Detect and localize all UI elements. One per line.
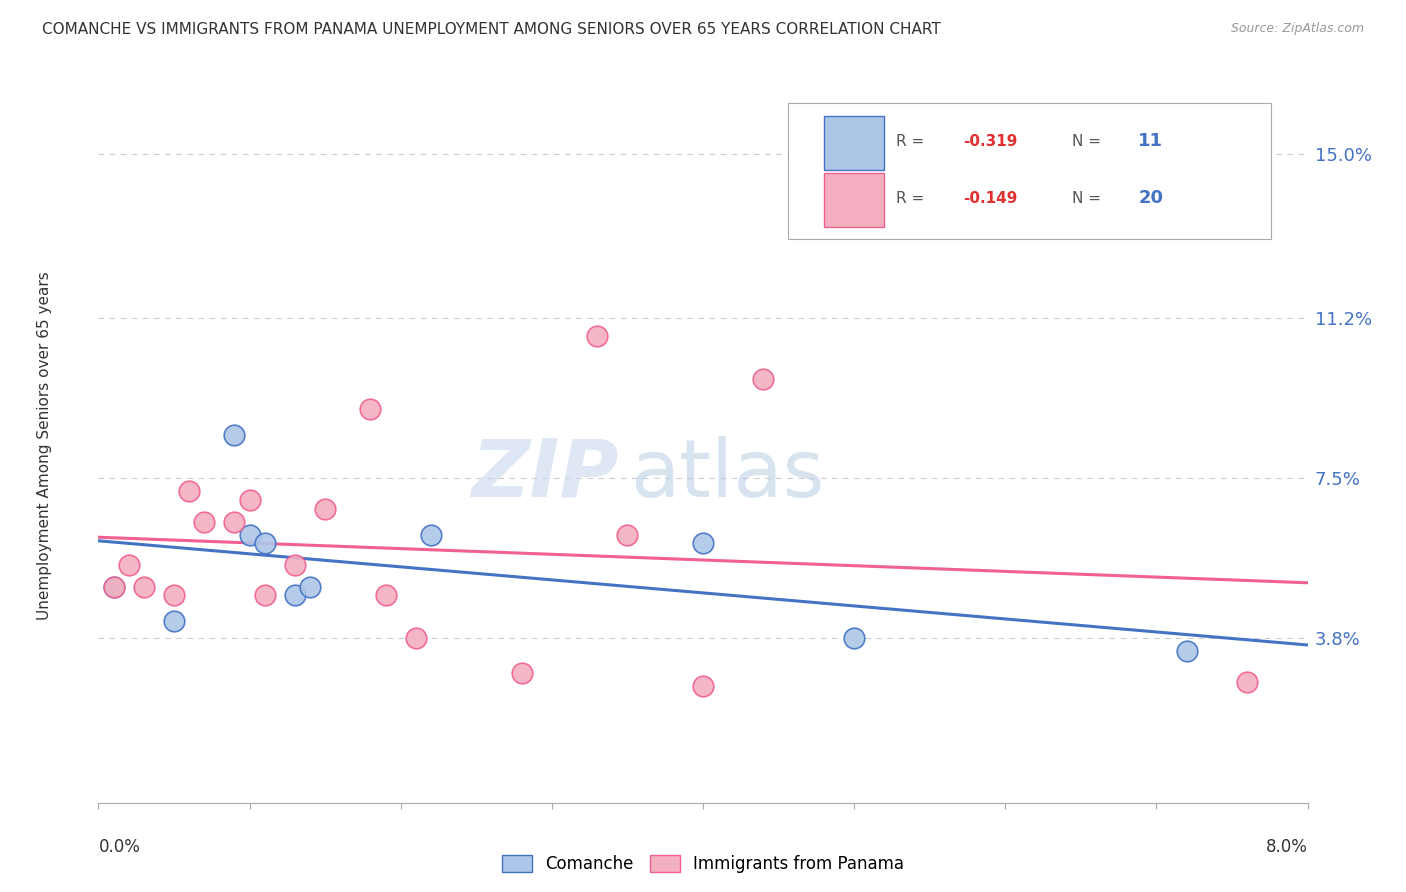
Text: -0.149: -0.149	[963, 191, 1018, 205]
Text: 0.0%: 0.0%	[98, 838, 141, 856]
Point	[163, 614, 186, 628]
Text: R =: R =	[897, 134, 929, 148]
Text: N =: N =	[1071, 191, 1105, 205]
FancyBboxPatch shape	[787, 103, 1271, 239]
Point	[224, 515, 246, 529]
Text: atlas: atlas	[630, 435, 825, 514]
Point	[405, 632, 427, 646]
Text: 8.0%: 8.0%	[1265, 838, 1308, 856]
FancyBboxPatch shape	[824, 173, 884, 227]
FancyBboxPatch shape	[824, 116, 884, 169]
Point	[420, 527, 443, 541]
Point	[103, 580, 125, 594]
Point	[374, 588, 396, 602]
Text: R =: R =	[897, 191, 929, 205]
Text: 11: 11	[1139, 132, 1163, 150]
Point	[284, 558, 307, 572]
Point	[253, 588, 276, 602]
Point	[239, 527, 262, 541]
Point	[179, 484, 201, 499]
Point	[314, 501, 336, 516]
Point	[253, 536, 276, 550]
Point	[132, 580, 155, 594]
Point	[193, 515, 215, 529]
Point	[118, 558, 141, 572]
Text: -0.319: -0.319	[963, 134, 1018, 148]
Point	[284, 588, 307, 602]
Point	[586, 328, 609, 343]
Point	[299, 580, 322, 594]
Text: Source: ZipAtlas.com: Source: ZipAtlas.com	[1230, 22, 1364, 36]
Point	[692, 536, 714, 550]
Point	[239, 493, 262, 508]
Legend: Comanche, Immigrants from Panama: Comanche, Immigrants from Panama	[495, 848, 911, 880]
Point	[224, 428, 246, 442]
Point	[510, 666, 533, 681]
Text: COMANCHE VS IMMIGRANTS FROM PANAMA UNEMPLOYMENT AMONG SENIORS OVER 65 YEARS CORR: COMANCHE VS IMMIGRANTS FROM PANAMA UNEMP…	[42, 22, 941, 37]
Text: 20: 20	[1139, 189, 1163, 207]
Point	[163, 588, 186, 602]
Point	[844, 632, 866, 646]
Text: ZIP: ZIP	[471, 435, 619, 514]
Point	[692, 679, 714, 693]
Point	[103, 580, 125, 594]
Point	[752, 372, 775, 386]
Point	[1236, 674, 1258, 689]
Text: Unemployment Among Seniors over 65 years: Unemployment Among Seniors over 65 years	[37, 272, 52, 620]
Text: N =: N =	[1071, 134, 1105, 148]
Point	[360, 402, 382, 417]
Point	[1175, 644, 1198, 658]
Point	[616, 527, 638, 541]
